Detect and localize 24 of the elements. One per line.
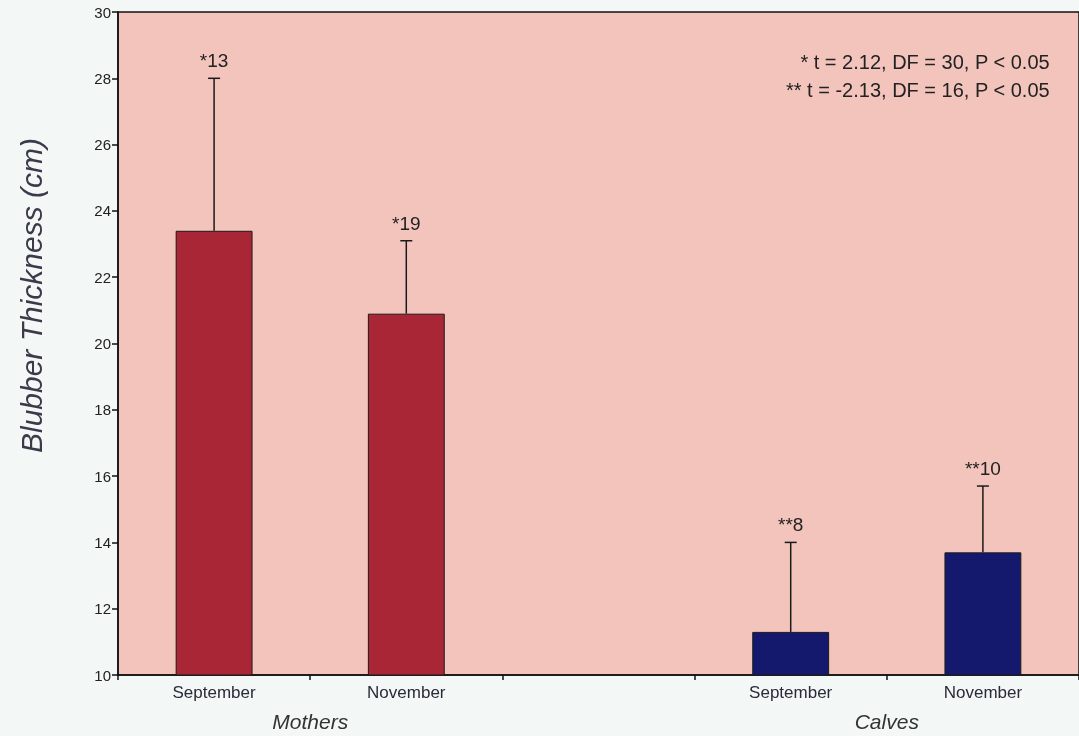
y-tick-label: 22 [94,268,111,286]
annotation: **10 [964,458,1001,480]
y-tick-label: 20 [94,335,111,352]
x-tick-label: September [749,683,833,702]
y-tick-label: 14 [94,533,111,551]
y-tick-label: 10 [94,666,111,684]
annotation: * t = 2.12, DF = 30, P < 0.05 [800,51,1050,73]
y-tick-label: 24 [94,202,111,220]
y-tick-label: 30 [94,3,111,21]
annotation: ** t = -2.13, DF = 16, P < 0.05 [785,79,1050,101]
x-tick-label: November [943,683,1023,702]
y-tick-label: 12 [94,600,111,618]
text: Calves [854,710,920,733]
annotation: *19 [392,212,421,234]
annotation: **8 [778,514,804,536]
y-tick-label: 18 [94,401,111,419]
text: Mothers [272,710,349,733]
x-tick-label: November [367,683,446,702]
y-tick-label: 26 [94,136,111,154]
y-axis-title: Blubber Thickness (cm) [14,137,48,454]
x-tick-label: September [172,683,257,702]
annotation: *13 [199,50,229,72]
y-tick-label: 28 [94,69,111,87]
y-tick-label: 16 [94,467,111,485]
